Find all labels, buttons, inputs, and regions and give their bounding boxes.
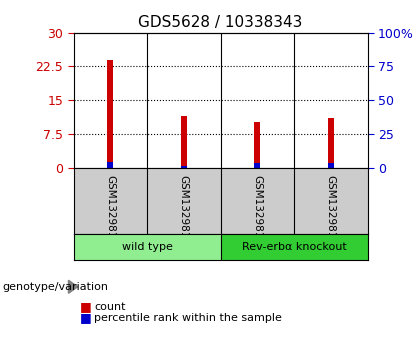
Bar [74,234,220,260]
Text: Rev-erbα knockout: Rev-erbα knockout [241,242,346,252]
Text: GSM1329812: GSM1329812 [179,175,189,245]
Bar [108,163,113,168]
Text: genotype/variation: genotype/variation [2,282,108,292]
Bar [255,163,260,168]
Title: GDS5628 / 10338343: GDS5628 / 10338343 [138,15,303,30]
Polygon shape [68,280,78,293]
Bar [328,118,334,168]
Text: GSM1329813: GSM1329813 [252,175,262,245]
Bar [255,122,260,168]
Bar [181,116,187,168]
Text: GSM1329811: GSM1329811 [105,175,115,245]
Bar [181,166,187,168]
Text: ■: ■ [80,311,92,324]
Bar [328,163,334,168]
Bar [220,234,368,260]
Text: percentile rank within the sample: percentile rank within the sample [94,313,282,323]
Text: GSM1329814: GSM1329814 [326,175,336,245]
Bar [108,60,113,168]
Text: wild type: wild type [121,242,173,252]
Text: count: count [94,302,126,312]
Text: ■: ■ [80,300,92,313]
